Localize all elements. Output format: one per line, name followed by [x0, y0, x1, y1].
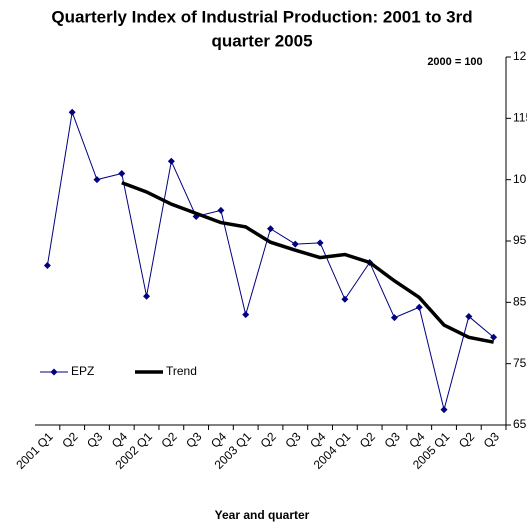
x-tick-label: Q2: [357, 429, 378, 450]
marker: [465, 312, 473, 320]
legend-label: Trend: [166, 364, 197, 378]
y-tick-label: 115: [513, 111, 527, 125]
marker: [118, 170, 126, 178]
x-tick-label: Q2: [456, 429, 477, 450]
x-tick-label: Q3: [382, 429, 403, 450]
y-tick-label: 75: [513, 356, 527, 370]
marker: [341, 295, 349, 303]
marker: [68, 108, 76, 116]
marker: [440, 406, 448, 414]
x-axis-title: Year and quarter: [215, 508, 310, 522]
legend-marker: [50, 368, 58, 376]
marker: [415, 303, 423, 311]
y-tick-label: 125: [513, 49, 527, 63]
marker: [490, 333, 498, 341]
marker: [316, 239, 324, 247]
y-tick-label: 105: [513, 172, 527, 186]
marker: [217, 206, 225, 214]
chart-title: quarter 2005: [211, 31, 312, 50]
x-tick-label: Q3: [481, 429, 502, 450]
marker: [291, 240, 299, 248]
marker: [143, 292, 151, 300]
marker: [390, 314, 398, 322]
legend-label: EPZ: [71, 364, 94, 378]
x-tick-label: Q3: [84, 429, 105, 450]
series-line: [121, 181, 494, 344]
x-tick-label: Q2: [258, 429, 279, 450]
marker: [43, 262, 51, 270]
y-tick-label: 95: [513, 233, 527, 247]
chart-title: Quarterly Index of Industrial Production…: [51, 7, 472, 26]
marker: [267, 225, 274, 233]
x-tick-label: Q2: [59, 429, 80, 450]
x-tick-label: Q2: [158, 429, 179, 450]
annotation: 2000 = 100: [427, 56, 482, 68]
marker: [242, 311, 250, 319]
series-line: [46, 110, 494, 410]
x-tick-label: Q3: [282, 429, 303, 450]
y-tick-label: 85: [513, 295, 527, 309]
x-tick-label: 2001 Q1: [13, 429, 56, 472]
marker: [167, 157, 175, 165]
x-tick-label: Q3: [183, 429, 204, 450]
y-tick-label: 65: [513, 417, 527, 431]
marker: [93, 176, 101, 184]
